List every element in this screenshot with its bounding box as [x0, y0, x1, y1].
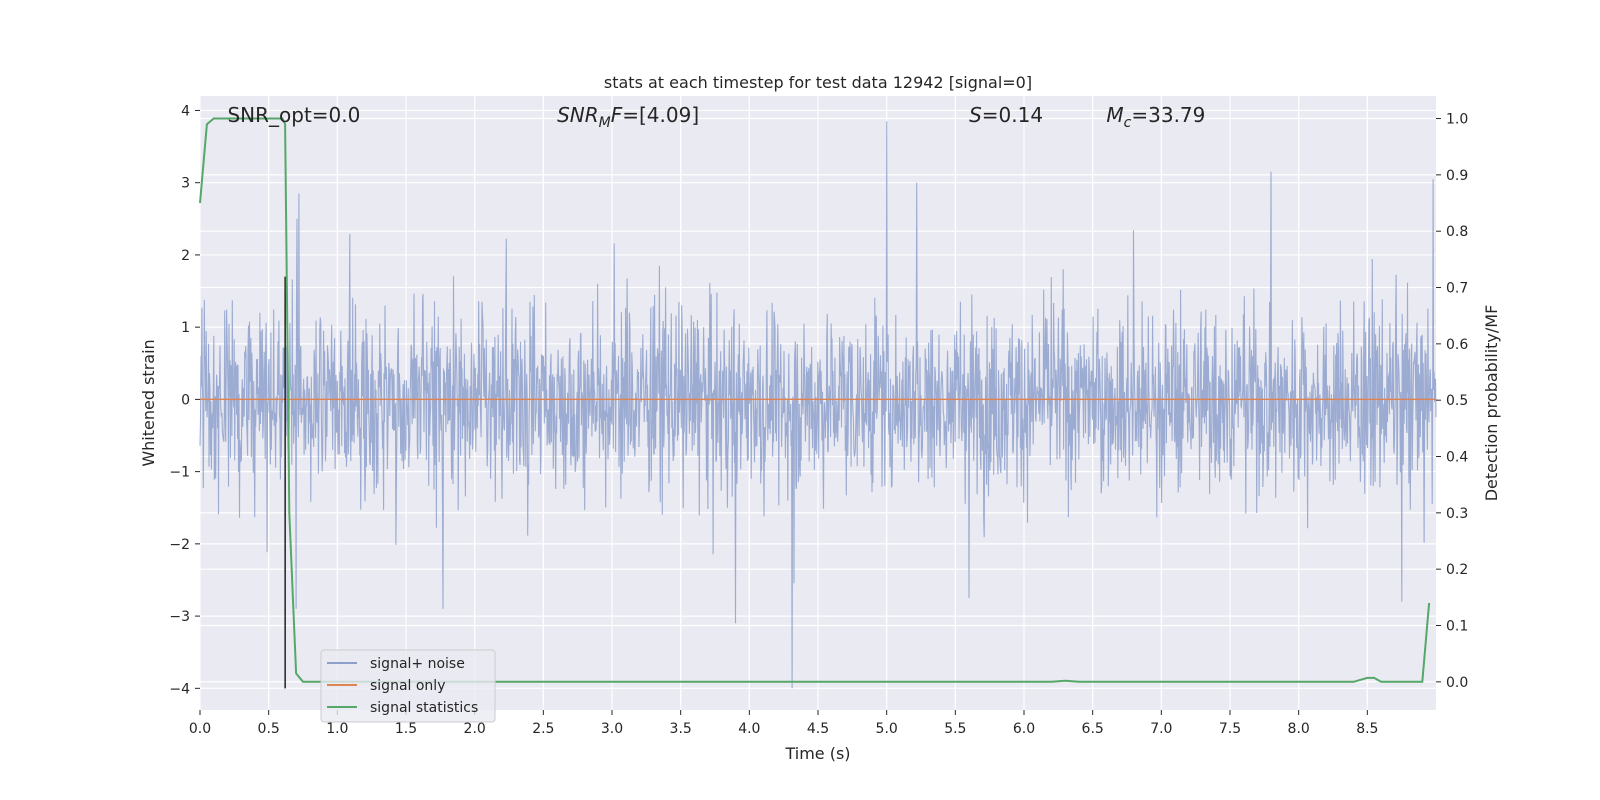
- y2-tick-label: 0.3: [1446, 506, 1468, 522]
- signal-noise-line: [199, 121, 1437, 689]
- y-tick-label: 1: [181, 320, 190, 336]
- y-tick-label: 2: [181, 248, 190, 264]
- y2-tick-label: 0.1: [1446, 619, 1468, 635]
- legend: signal+ noise signal only signal statist…: [320, 649, 496, 723]
- legend-label-noise: signal+ noise: [370, 656, 465, 672]
- x-tick-label: 0.5: [258, 721, 280, 737]
- signal-statistics-line: [199, 117, 1431, 683]
- plot-area: [199, 117, 1437, 689]
- y-tick-label: −3: [169, 609, 190, 625]
- y-tick-label: −4: [169, 681, 190, 697]
- x-tick-label: 2.5: [532, 721, 554, 737]
- x-axis-label: Time (s): [784, 744, 850, 763]
- y-axis-label: Whitened strain: [139, 339, 158, 466]
- x-tick-label: 4.5: [807, 721, 829, 737]
- annotation-1: SNRMF=[4.09]: [557, 103, 699, 131]
- y-tick-label: −1: [169, 465, 190, 481]
- y-tick-label: 4: [181, 103, 190, 119]
- annotations: SNR_opt=0.0 SNRMF=[4.09] S=0.14 Mc=33.79: [227, 103, 1205, 131]
- x-axis-ticks: 0.0 0.5 1.0 1.5 2.0 2.5 3.0 3.5 4.0 4.5 5.0 5.5 6.0 6…: [189, 710, 1378, 737]
- x-tick-label: 6.5: [1082, 721, 1104, 737]
- y2-tick-label: 0.6: [1446, 337, 1468, 353]
- annotation-2: S=0.14: [969, 103, 1043, 127]
- legend-label-stats: signal statistics: [370, 700, 478, 716]
- x-tick-label: 5.0: [876, 721, 898, 737]
- y2-tick-label: 0.0: [1446, 675, 1468, 691]
- y-tick-label: −2: [169, 537, 190, 553]
- y2-tick-label: 0.2: [1446, 562, 1468, 578]
- y2-axis-ticks: 0.0 0.1 0.2 0.3 0.4 0.5 0.6 0.7 0.8 0.9 1.0: [1436, 112, 1468, 691]
- x-tick-label: 8.0: [1288, 721, 1310, 737]
- y-tick-label: 0: [181, 392, 190, 408]
- x-tick-label: 1.5: [395, 721, 417, 737]
- x-tick-label: 5.5: [944, 721, 966, 737]
- x-tick-label: 3.5: [670, 721, 692, 737]
- y2-tick-label: 0.7: [1446, 281, 1468, 297]
- legend-label-signal: signal only: [370, 678, 445, 694]
- y2-tick-label: 0.4: [1446, 450, 1468, 466]
- series-signal-noise: [199, 121, 1437, 689]
- annotation-3: Mc=33.79: [1106, 103, 1205, 131]
- x-tick-label: 3.0: [601, 721, 623, 737]
- x-tick-label: 7.0: [1150, 721, 1172, 737]
- y-axis-ticks: −4 −3 −2 −1 0 1 2 3 4: [169, 103, 200, 697]
- x-tick-label: 7.5: [1219, 721, 1241, 737]
- x-tick-label: 4.0: [738, 721, 760, 737]
- annotation-0: SNR_opt=0.0: [227, 103, 360, 127]
- y2-tick-label: 0.5: [1446, 393, 1468, 409]
- y2-tick-label: 0.9: [1446, 168, 1468, 184]
- y2-tick-label: 0.8: [1446, 224, 1468, 240]
- y2-tick-label: 1.0: [1446, 112, 1468, 128]
- y2-axis-label: Detection probability/MF: [1482, 305, 1501, 502]
- y-tick-label: 3: [181, 176, 190, 192]
- x-tick-label: 1.0: [326, 721, 348, 737]
- legend-box: [320, 649, 496, 723]
- chart-title: stats at each timestep for test data 129…: [604, 73, 1032, 92]
- x-tick-label: 6.0: [1013, 721, 1035, 737]
- series-signal-statistics: [199, 117, 1431, 683]
- x-tick-label: 0.0: [189, 721, 211, 737]
- x-tick-label: 2.0: [464, 721, 486, 737]
- x-tick-label: 8.5: [1356, 721, 1378, 737]
